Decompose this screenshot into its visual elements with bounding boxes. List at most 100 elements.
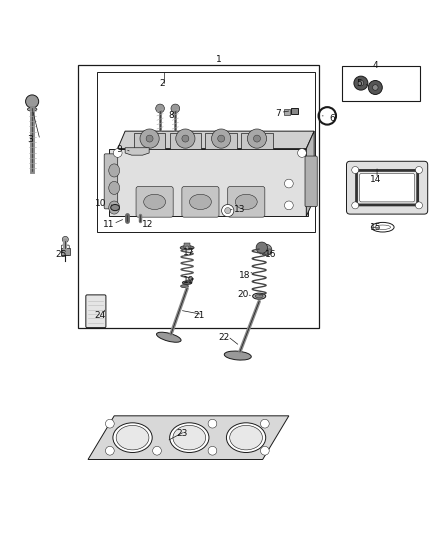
Text: 3: 3 [28, 135, 33, 144]
Circle shape [261, 419, 269, 428]
Circle shape [247, 129, 267, 148]
Circle shape [62, 236, 68, 243]
Circle shape [285, 179, 293, 188]
Polygon shape [306, 131, 314, 216]
Circle shape [354, 76, 368, 90]
Text: 19: 19 [183, 277, 194, 285]
Circle shape [297, 149, 306, 157]
Circle shape [208, 446, 217, 455]
Ellipse shape [253, 293, 266, 299]
Text: 15: 15 [370, 223, 381, 232]
Ellipse shape [230, 425, 262, 450]
Circle shape [261, 446, 269, 455]
FancyBboxPatch shape [228, 187, 265, 217]
Bar [260, 249, 265, 254]
Ellipse shape [182, 281, 192, 285]
Bar [342, 66, 420, 101]
Text: 11: 11 [103, 220, 115, 229]
Circle shape [256, 242, 268, 253]
Text: 2: 2 [159, 79, 165, 87]
Ellipse shape [109, 164, 120, 177]
FancyBboxPatch shape [134, 133, 165, 149]
Polygon shape [88, 416, 289, 459]
Ellipse shape [226, 423, 266, 453]
Text: 1: 1 [216, 54, 222, 63]
Ellipse shape [27, 108, 37, 111]
Ellipse shape [116, 425, 149, 450]
Text: 13: 13 [234, 205, 246, 214]
Circle shape [222, 205, 234, 217]
Bar [184, 243, 190, 249]
Circle shape [106, 446, 114, 455]
Ellipse shape [144, 194, 166, 209]
Circle shape [182, 135, 189, 142]
Circle shape [152, 446, 161, 455]
Text: 20: 20 [237, 290, 249, 300]
FancyBboxPatch shape [241, 133, 273, 149]
Circle shape [113, 149, 122, 157]
FancyBboxPatch shape [182, 187, 219, 217]
Ellipse shape [180, 246, 194, 250]
Circle shape [155, 104, 164, 113]
Circle shape [146, 135, 153, 142]
FancyBboxPatch shape [61, 245, 69, 256]
Polygon shape [125, 148, 149, 155]
Text: 16: 16 [265, 250, 276, 259]
FancyBboxPatch shape [205, 133, 237, 149]
Text: 12: 12 [142, 220, 153, 229]
Ellipse shape [170, 423, 209, 453]
Circle shape [25, 95, 39, 108]
Circle shape [368, 80, 382, 94]
Text: 7: 7 [275, 109, 281, 118]
Ellipse shape [190, 194, 212, 209]
Text: 9: 9 [117, 145, 122, 154]
Ellipse shape [224, 351, 251, 360]
Ellipse shape [235, 194, 257, 209]
Bar [78, 65, 318, 328]
Text: 17: 17 [183, 248, 194, 256]
Circle shape [416, 202, 423, 209]
Polygon shape [118, 131, 314, 149]
Text: 25: 25 [55, 250, 67, 259]
Ellipse shape [111, 205, 120, 211]
Circle shape [171, 104, 180, 113]
FancyBboxPatch shape [61, 248, 70, 255]
Circle shape [225, 207, 231, 214]
Text: 10: 10 [95, 199, 107, 208]
Text: 8: 8 [168, 111, 174, 120]
Ellipse shape [180, 285, 188, 288]
FancyBboxPatch shape [86, 295, 106, 328]
Text: 24: 24 [95, 311, 106, 320]
Ellipse shape [173, 425, 206, 450]
Circle shape [208, 419, 217, 428]
Ellipse shape [109, 201, 120, 214]
Bar [284, 109, 290, 115]
FancyBboxPatch shape [170, 133, 201, 149]
Ellipse shape [109, 181, 120, 195]
Text: 22: 22 [219, 333, 230, 342]
Ellipse shape [156, 332, 181, 342]
Ellipse shape [113, 423, 152, 453]
Text: 4: 4 [372, 61, 378, 70]
Circle shape [358, 80, 364, 86]
Circle shape [212, 129, 231, 148]
Bar [291, 108, 298, 114]
Text: 23: 23 [176, 429, 187, 438]
Text: 18: 18 [240, 271, 251, 280]
FancyBboxPatch shape [360, 174, 415, 202]
Circle shape [185, 246, 189, 249]
Bar [267, 249, 272, 254]
Circle shape [218, 135, 225, 142]
Circle shape [352, 166, 359, 174]
Text: 21: 21 [194, 311, 205, 320]
FancyBboxPatch shape [357, 171, 418, 205]
Circle shape [176, 129, 195, 148]
FancyBboxPatch shape [346, 161, 427, 214]
Bar [97, 72, 315, 232]
Circle shape [254, 135, 261, 142]
Text: 6: 6 [330, 114, 336, 123]
Ellipse shape [255, 294, 263, 298]
Text: 5: 5 [357, 79, 363, 88]
Circle shape [352, 202, 359, 209]
Circle shape [285, 201, 293, 210]
